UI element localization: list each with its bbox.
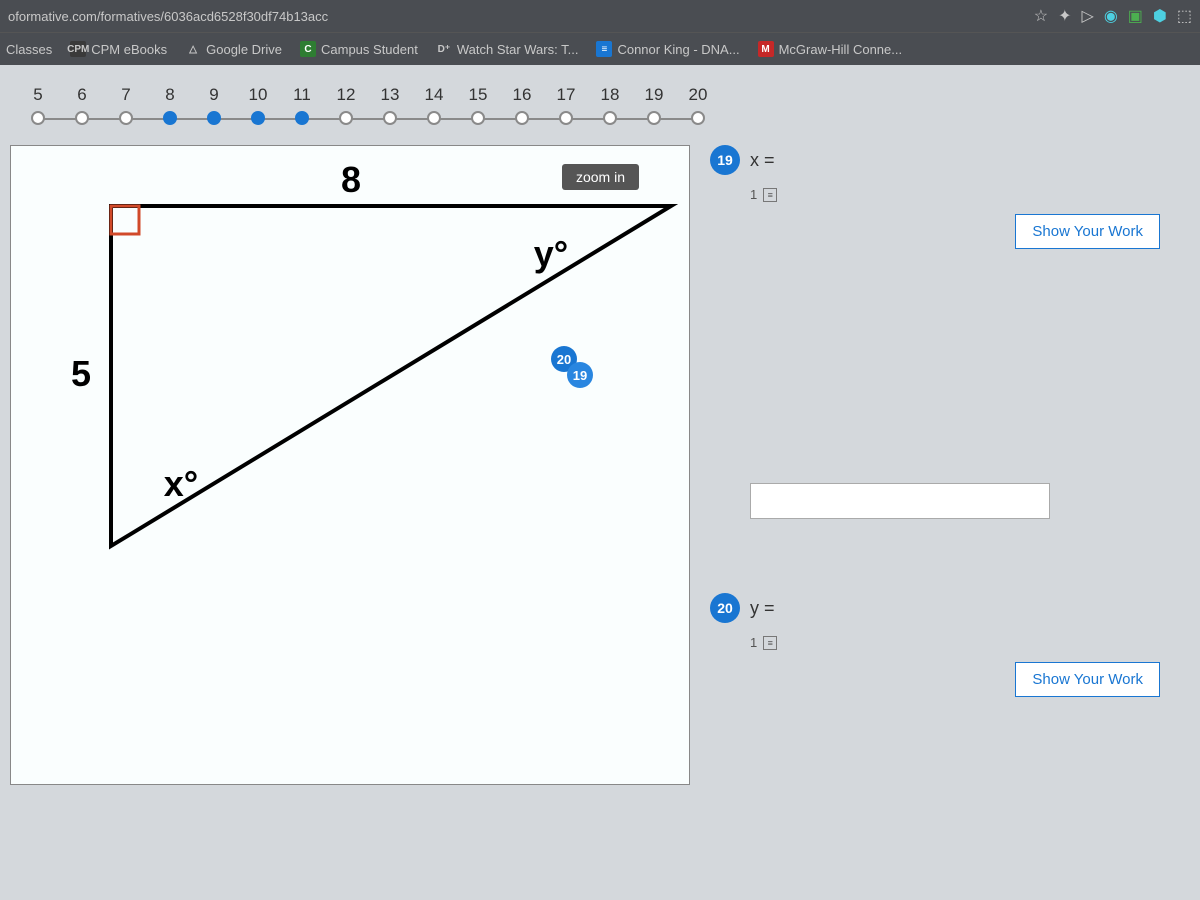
bookmark-icon: CPM	[70, 41, 86, 57]
question-20-row: 20 y =	[710, 593, 1190, 623]
step-number: 18	[601, 85, 620, 105]
step-number: 5	[33, 85, 42, 105]
step-number: 19	[645, 85, 664, 105]
progress-steps: 5 6 7 8 9 10 11 12 13 14 15 16 17 18 19 20	[10, 85, 1190, 125]
bookmark-item[interactable]: D⁺ Watch Star Wars: T...	[436, 41, 579, 57]
bookmark-label: Campus Student	[321, 42, 418, 57]
svg-text:x°: x°	[164, 463, 198, 504]
step-number: 17	[557, 85, 576, 105]
play-icon[interactable]: ▷	[1082, 6, 1094, 26]
star-icon[interactable]: ☆	[1034, 6, 1048, 26]
bookmark-item[interactable]: CPM CPM eBooks	[70, 41, 167, 57]
step-dot	[647, 111, 661, 125]
bookmark-item[interactable]: M McGraw-Hill Conne...	[758, 41, 903, 57]
url-text: oformative.com/formatives/6036acd6528f30…	[8, 9, 1034, 24]
step-dot	[119, 111, 133, 125]
answer-panel: 19 x = 1 ≡ Show Your Work 20 y = 1 ≡ Sho…	[710, 145, 1190, 785]
question-19-row: 19 x =	[710, 145, 1190, 175]
step-number: 8	[165, 85, 174, 105]
circle-icon[interactable]: ◉	[1104, 6, 1118, 26]
step-dot	[515, 111, 529, 125]
step-dot	[31, 111, 45, 125]
step-number: 9	[209, 85, 218, 105]
step-number: 16	[513, 85, 532, 105]
show-work-button-19[interactable]: Show Your Work	[1015, 214, 1160, 249]
triangle-diagram: 8 5 y° x°	[51, 166, 691, 586]
figure-panel: zoom in 8 5 y° x° 20 19	[10, 145, 690, 785]
step-number: 6	[77, 85, 86, 105]
step-dot	[471, 111, 485, 125]
main-area: zoom in 8 5 y° x° 20 19 19 x = 1 ≡	[10, 145, 1190, 785]
step-number: 12	[337, 85, 356, 105]
bookmark-icon: △	[185, 41, 201, 57]
bookmark-item[interactable]: Classes	[6, 41, 52, 57]
bookmark-label: Watch Star Wars: T...	[457, 42, 579, 57]
step-dot	[207, 111, 221, 125]
step-dot	[559, 111, 573, 125]
bookmark-item[interactable]: △ Google Drive	[185, 41, 282, 57]
step-dot	[691, 111, 705, 125]
puzzle-icon[interactable]: ✦	[1058, 6, 1071, 26]
question-20-label: y =	[750, 598, 775, 619]
step-number: 14	[425, 85, 444, 105]
show-work-button-20[interactable]: Show Your Work	[1015, 662, 1160, 697]
step-number: 13	[381, 85, 400, 105]
bookmark-icon: D⁺	[436, 41, 452, 57]
step-dot	[163, 111, 177, 125]
question-19-badge: 19	[710, 145, 740, 175]
step-number: 7	[121, 85, 130, 105]
step-dot	[295, 111, 309, 125]
bookmarks-bar: Classes CPM CPM eBooks △ Google Drive C Campus…	[0, 32, 1200, 65]
step-dot	[75, 111, 89, 125]
step-dot	[339, 111, 353, 125]
page-content: 5 6 7 8 9 10 11 12 13 14 15 16 17 18 19 20 zoom in 8 5 …	[0, 65, 1200, 805]
bookmark-item[interactable]: C Campus Student	[300, 41, 418, 57]
svg-text:8: 8	[341, 166, 361, 200]
question-19-points: 1 ≡	[750, 187, 1190, 202]
step-number: 15	[469, 85, 488, 105]
question-20-points: 1 ≡	[750, 635, 1190, 650]
bookmark-label: Google Drive	[206, 42, 282, 57]
svg-text:y°: y°	[534, 233, 568, 274]
bookmark-item[interactable]: ≡ Connor King - DNA...	[596, 41, 739, 57]
step-dot	[383, 111, 397, 125]
step-number: 11	[293, 85, 311, 105]
points-icon: ≡	[763, 188, 777, 202]
toolbar-icons: ☆ ✦ ▷ ◉ ▣ ⬢ ⬚	[1034, 6, 1192, 26]
bookmark-icon: C	[300, 41, 316, 57]
bookmark-label: CPM eBooks	[91, 42, 167, 57]
bookmark-icon: ≡	[596, 41, 612, 57]
progress-step[interactable]: 5	[16, 85, 60, 125]
browser-address-bar: oformative.com/formatives/6036acd6528f30…	[0, 0, 1200, 32]
camera-icon[interactable]: ▣	[1128, 6, 1143, 26]
bookmark-label: Classes	[6, 42, 52, 57]
bookmark-icon: M	[758, 41, 774, 57]
extension-icon[interactable]: ⬚	[1177, 6, 1192, 26]
step-dot	[603, 111, 617, 125]
question-20-badge: 20	[710, 593, 740, 623]
bookmark-label: Connor King - DNA...	[617, 42, 739, 57]
svg-text:5: 5	[71, 353, 91, 394]
step-dot	[251, 111, 265, 125]
badge-19: 19	[567, 362, 593, 388]
step-number: 10	[249, 85, 268, 105]
figure-badges: 20 19	[551, 346, 577, 398]
step-number: 20	[689, 85, 708, 105]
question-19-label: x =	[750, 150, 775, 171]
step-dot	[427, 111, 441, 125]
points-icon: ≡	[763, 636, 777, 650]
answer-input-19[interactable]	[750, 483, 1050, 519]
bookmark-label: McGraw-Hill Conne...	[779, 42, 903, 57]
shield-icon[interactable]: ⬢	[1153, 6, 1167, 26]
